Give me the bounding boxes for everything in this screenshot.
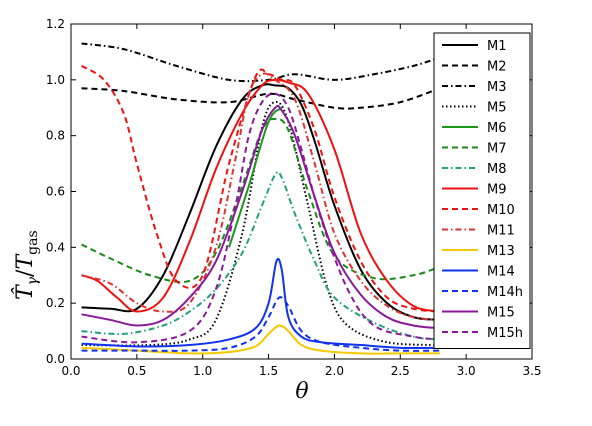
axes-frame	[70, 23, 533, 360]
legend-item: M9	[442, 183, 507, 198]
legend-item: M10	[442, 203, 515, 218]
y-tick-label: 1.2	[46, 17, 65, 31]
series-line-m3	[81, 42, 441, 83]
legend-label: M15	[487, 306, 515, 321]
legend-label: M8	[487, 162, 507, 177]
legend-item: M7	[442, 142, 507, 157]
x-tick-label: 3.5	[522, 364, 541, 378]
x-tick-label: 0.5	[127, 364, 146, 378]
x-tick-label: 1.0	[193, 364, 212, 378]
legend: M1 M2 M3 M5 M6 M7 M8 M9 M10 M11 M13 M14 M14h M15 M15h	[433, 32, 531, 349]
y-tick-label: 0.8	[46, 129, 65, 143]
y-axis-label-denom-sub: gas	[25, 230, 41, 255]
series-line-m14	[81, 257, 440, 350]
axis-tick-labels: 0.0 0.5 1.0 1.5 2.0 2.5 3.0 3.5 0.0 0.2 0.4 0.6 0.8 1…	[46, 17, 542, 378]
legend-item: M8	[442, 162, 507, 177]
legend-item: M14	[442, 265, 515, 280]
series-line-m13	[81, 324, 440, 355]
legend-label: M14	[487, 265, 515, 280]
series-line-m2	[81, 87, 441, 110]
x-tick-label: 2.0	[325, 364, 344, 378]
legend-label: M13	[487, 244, 515, 259]
legend-label: M5	[487, 101, 507, 116]
legend-label: M6	[487, 121, 507, 136]
legend-label: M7	[487, 142, 507, 157]
legend-item: M11	[442, 224, 515, 239]
y-axis-label-main: T̂	[12, 283, 38, 300]
legend-item: M5	[442, 101, 507, 116]
series-line-m9	[81, 78, 441, 313]
series-line-m11	[81, 72, 440, 321]
svg-text:T̂γ/Tgas: T̂γ/Tgas	[12, 230, 41, 300]
legend-box	[433, 32, 531, 349]
series-line-m15h	[81, 92, 440, 344]
y-tick-label: 0.4	[46, 240, 65, 254]
legend-label: M9	[487, 183, 507, 198]
x-axis-label: θ	[295, 379, 308, 404]
plot-area	[81, 42, 441, 355]
series-line-m7	[81, 117, 441, 284]
legend-item: M6	[442, 121, 507, 136]
y-axis-label-denom: T	[13, 253, 38, 270]
y-tick-label: 0.2	[46, 296, 65, 310]
series-line-m6	[228, 106, 283, 248]
legend-item: M1	[442, 39, 507, 54]
series-line-m14h	[81, 296, 440, 352]
y-axis-label-main-sub: γ	[25, 276, 41, 285]
y-tick-label: 1.0	[46, 73, 65, 87]
legend-label: M14h	[487, 285, 523, 300]
legend-item: M13	[442, 244, 515, 259]
y-axis-label: T̂γ/Tgas	[12, 230, 41, 300]
x-tick-label: 3.0	[457, 364, 476, 378]
legend-label: M2	[487, 60, 507, 75]
x-tick-label: 2.5	[391, 364, 410, 378]
legend-label: M1	[487, 39, 507, 54]
y-tick-label: 0.0	[46, 352, 65, 366]
y-tick-label: 0.6	[46, 185, 65, 199]
legend-label: M3	[487, 80, 507, 95]
legend-label: M15h	[487, 326, 523, 341]
x-tick-label: 1.5	[259, 364, 278, 378]
x-tick-label: 0.0	[61, 364, 80, 378]
legend-item: M2	[442, 60, 507, 75]
legend-label: M10	[487, 203, 515, 218]
legend-label: M11	[487, 224, 515, 239]
y-axis-label-sep: /	[13, 269, 38, 277]
series-line-m5	[81, 101, 440, 347]
legend-item: M15h	[442, 326, 523, 341]
series-lines	[81, 42, 441, 355]
legend-item: M3	[442, 80, 507, 95]
legend-item: M15	[442, 306, 515, 321]
series-line-m15	[81, 105, 440, 330]
series-line-m1	[81, 83, 440, 321]
legend-item: M14h	[442, 285, 523, 300]
